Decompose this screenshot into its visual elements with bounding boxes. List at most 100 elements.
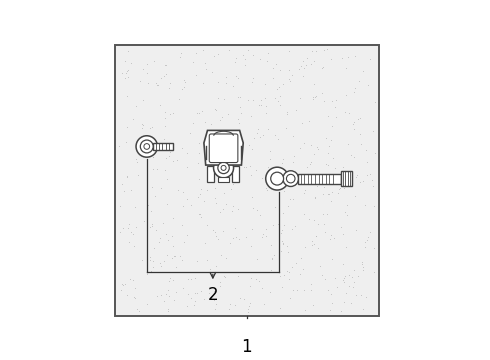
Point xyxy=(260,301,268,307)
Point xyxy=(140,218,148,224)
Point xyxy=(308,238,316,244)
Point xyxy=(253,130,261,136)
Point xyxy=(367,171,374,177)
Point xyxy=(148,184,156,190)
Point xyxy=(231,302,239,308)
Point xyxy=(280,222,288,228)
Point xyxy=(146,257,154,263)
Point xyxy=(219,149,226,154)
Point xyxy=(292,260,300,266)
Point xyxy=(368,177,376,183)
Point xyxy=(349,121,357,127)
Point xyxy=(240,164,247,170)
Point xyxy=(341,109,348,115)
Point xyxy=(246,283,254,289)
Point xyxy=(302,176,310,182)
Point xyxy=(210,141,218,147)
Point xyxy=(314,221,321,226)
Point xyxy=(121,75,129,81)
Point xyxy=(124,221,132,227)
Point xyxy=(234,273,242,279)
Point xyxy=(248,146,256,152)
Point xyxy=(313,183,321,189)
Point xyxy=(232,234,240,240)
Point xyxy=(149,167,157,172)
Point xyxy=(138,121,146,127)
Point xyxy=(258,234,266,240)
Point xyxy=(222,202,230,207)
Point xyxy=(157,185,165,191)
Point xyxy=(229,172,237,178)
Point xyxy=(255,269,263,275)
Point xyxy=(329,156,337,161)
Point xyxy=(212,306,220,311)
Point xyxy=(279,156,287,162)
Point xyxy=(175,96,183,102)
Point xyxy=(253,256,261,262)
Point xyxy=(249,75,257,81)
Point xyxy=(311,151,319,157)
Point xyxy=(356,179,364,185)
Point xyxy=(168,233,175,239)
Point xyxy=(274,98,282,104)
Point xyxy=(155,239,163,245)
Point xyxy=(259,132,267,138)
Point xyxy=(301,307,309,313)
Point xyxy=(195,176,203,182)
Point xyxy=(348,274,356,280)
Point xyxy=(300,211,308,217)
Point xyxy=(186,130,194,136)
Point xyxy=(227,152,235,157)
Point xyxy=(157,263,165,269)
Point xyxy=(283,111,291,117)
Point xyxy=(300,287,308,293)
Point xyxy=(252,167,260,173)
Point xyxy=(217,252,224,258)
Point xyxy=(370,99,378,105)
Point xyxy=(361,239,369,245)
Point xyxy=(284,203,292,208)
Point xyxy=(132,103,140,109)
Point xyxy=(339,277,347,283)
Point xyxy=(196,211,204,217)
Point xyxy=(312,48,320,54)
Point xyxy=(236,94,244,100)
Point xyxy=(299,58,307,64)
Point xyxy=(309,242,317,248)
Point xyxy=(187,295,195,301)
Point xyxy=(252,276,260,282)
Point xyxy=(212,200,220,206)
Point xyxy=(327,137,335,143)
Point xyxy=(257,102,265,107)
Circle shape xyxy=(266,167,289,190)
Point xyxy=(212,263,220,269)
Point xyxy=(234,75,242,81)
Point xyxy=(178,86,186,92)
Point xyxy=(165,287,172,293)
Point xyxy=(319,64,327,70)
Point xyxy=(345,283,353,289)
Point xyxy=(339,55,346,61)
Point xyxy=(193,110,201,116)
Point xyxy=(170,110,177,116)
Point xyxy=(190,59,197,65)
Point xyxy=(149,258,157,264)
Point xyxy=(183,232,191,238)
Point xyxy=(191,298,199,304)
Point xyxy=(227,186,235,192)
Point xyxy=(276,67,284,73)
Point xyxy=(286,78,294,84)
Point xyxy=(370,245,378,251)
Point xyxy=(220,96,228,102)
Point xyxy=(146,125,154,131)
Point xyxy=(345,110,353,116)
Point xyxy=(285,276,293,282)
Point xyxy=(126,276,134,282)
Point xyxy=(328,123,336,129)
Point xyxy=(276,173,284,179)
Point xyxy=(133,159,141,165)
Point xyxy=(309,302,317,308)
Point xyxy=(357,141,365,147)
Point xyxy=(344,141,352,147)
Point xyxy=(360,178,368,184)
